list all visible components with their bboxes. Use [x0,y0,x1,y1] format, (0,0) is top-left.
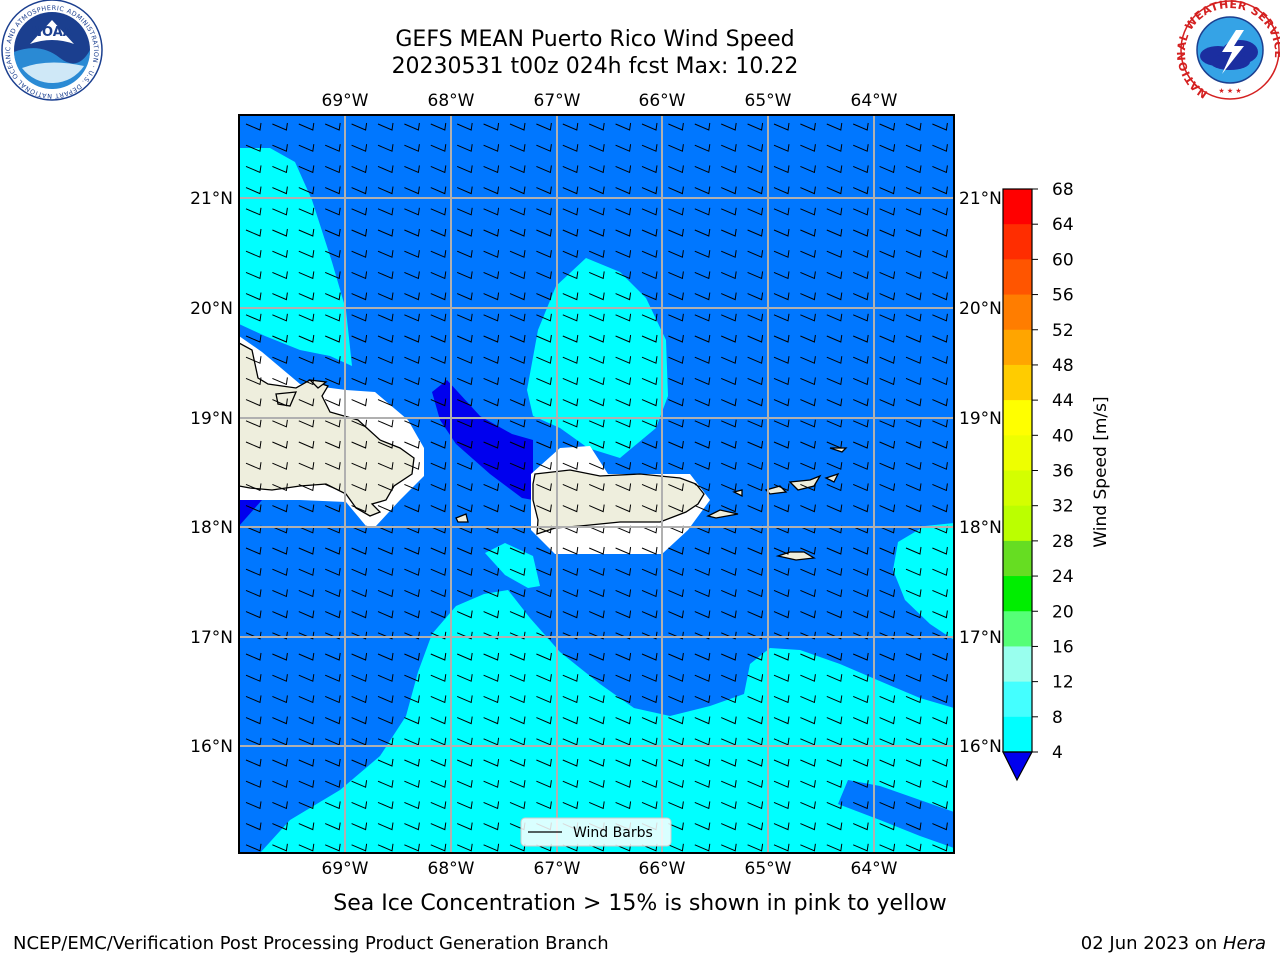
svg-text:NOAA: NOAA [31,25,73,40]
svg-text:16°N: 16°N [959,737,1002,757]
svg-text:69°W: 69°W [322,859,369,879]
svg-text:64°W: 64°W [851,859,898,879]
colorbar-tick-label: 12 [1052,673,1074,693]
nws-logo: NATIONAL WEATHER SERVICE ★ ★ ★ [1175,0,1280,101]
svg-text:65°W: 65°W [745,91,792,111]
colorbar-tick-label: 28 [1052,532,1074,552]
map-frame [238,114,955,854]
colorbar-cell [1003,611,1032,647]
colorbar: 68 64 60 56 52 48 44 40 36 32 28 24 20 16 12 8 4 Wind Sp… [1002,180,1111,782]
colorbar-tick-label: 16 [1052,637,1074,657]
colorbar-cell [1003,540,1032,577]
svg-text:64°W: 64°W [851,91,898,111]
svg-text:17°N: 17°N [959,628,1002,648]
svg-text:68°W: 68°W [428,91,475,111]
colorbar-cell [1003,470,1032,507]
wind-barbs-legend: Wind Barbs [520,817,672,847]
plot-subtitle: 20230531 t00z 024h fcst Max: 10.22 [391,54,799,79]
colorbar-label: Wind Speed [m/s] [1091,396,1111,547]
svg-text:18°N: 18°N [959,518,1002,538]
colorbar-tick-label: 60 [1052,250,1074,270]
map-panel: Wind Barbs [239,115,954,853]
svg-text:66°W: 66°W [639,859,686,879]
svg-text:66°W: 66°W [639,91,686,111]
machine-name: Hera [1222,933,1266,954]
colorbar-ticks: 68 64 60 56 52 48 44 40 36 32 28 24 20 16 12 8 4 [1032,180,1074,763]
svg-text:69°W: 69°W [322,91,369,111]
colorbar-tick-label: 68 [1052,180,1074,200]
graticule [239,115,954,853]
credit-text: NCEP/EMC/Verification Post Processing Pr… [13,933,609,954]
wind-fill-under-4 [239,380,533,526]
hispaniola-land [239,342,415,517]
svg-text:20°N: 20°N [959,299,1002,319]
colorbar-cell [1003,646,1032,683]
colorbar-cell [1003,505,1032,542]
colorbar-tick-label: 24 [1052,567,1074,587]
colorbar-cells [1003,189,1032,753]
colorbar-cell [1003,400,1032,436]
vieques-land [706,509,739,519]
svg-text:★ ★ ★: ★ ★ ★ [1218,87,1241,95]
svg-text:21°N: 21°N [190,189,233,209]
svg-text:16°N: 16°N [190,737,233,757]
colorbar-tick-label: 44 [1052,391,1074,411]
wind-barb-set [245,122,948,852]
colorbar-tick-label: 52 [1052,321,1074,341]
colorbar-tick-label: 8 [1052,708,1063,728]
colorbar-tick-label: 40 [1052,426,1074,446]
date-text: 02 Jun 2023 on Hera [1080,933,1266,954]
svg-text:67°W: 67°W [534,91,581,111]
colorbar-tick-label: 64 [1052,215,1074,235]
svg-text:Wind Barbs: Wind Barbs [573,825,653,841]
colorbar-tick-label: 4 [1052,743,1063,763]
svg-text:19°N: 19°N [190,409,233,429]
colorbar-cell [1003,716,1032,753]
lat-labels-right: 21°N 20°N 19°N 18°N 17°N 16°N [959,189,1002,757]
colorbar-tick-label: 20 [1052,602,1074,622]
colorbar-tick-label: 36 [1052,462,1074,482]
svg-text:65°W: 65°W [745,859,792,879]
colorbar-cell [1003,329,1032,366]
svg-text:17°N: 17°N [190,628,233,648]
colorbar-tick-label: 48 [1052,356,1074,376]
lat-labels-left: 21°N 20°N 19°N 18°N 17°N 16°N [190,189,233,757]
plot-title: GEFS MEAN Puerto Rico Wind Speed [395,27,795,52]
colorbar-cell [1003,259,1032,296]
colorbar-cell [1003,576,1032,612]
colorbar-cell [1003,364,1032,401]
colorbar-tick-label: 56 [1052,286,1074,306]
svg-text:68°W: 68°W [428,859,475,879]
colorbar-cell [1003,189,1032,225]
svg-text:18°N: 18°N [190,518,233,538]
colorbar-cell [1003,681,1032,718]
svg-text:21°N: 21°N [959,189,1002,209]
colorbar-cell [1003,294,1032,331]
svg-text:67°W: 67°W [534,859,581,879]
colorbar-under-arrow [1002,751,1034,782]
wind-barbs [245,122,948,852]
lon-labels-top: 69°W 68°W 67°W 66°W 65°W 64°W [322,91,898,111]
colorbar-cell [1003,435,1032,471]
colorbar-tick-label: 32 [1052,497,1074,517]
svg-text:19°N: 19°N [959,409,1002,429]
svg-text:20°N: 20°N [190,299,233,319]
lon-labels-bottom: 69°W 68°W 67°W 66°W 65°W 64°W [322,859,898,879]
colorbar-cell [1003,224,1032,260]
sea-ice-note: Sea Ice Concentration > 15% is shown in … [333,891,947,916]
noaa-logo: NATIONAL OCEANIC AND ATMOSPHERIC ADMINIS… [0,0,103,101]
